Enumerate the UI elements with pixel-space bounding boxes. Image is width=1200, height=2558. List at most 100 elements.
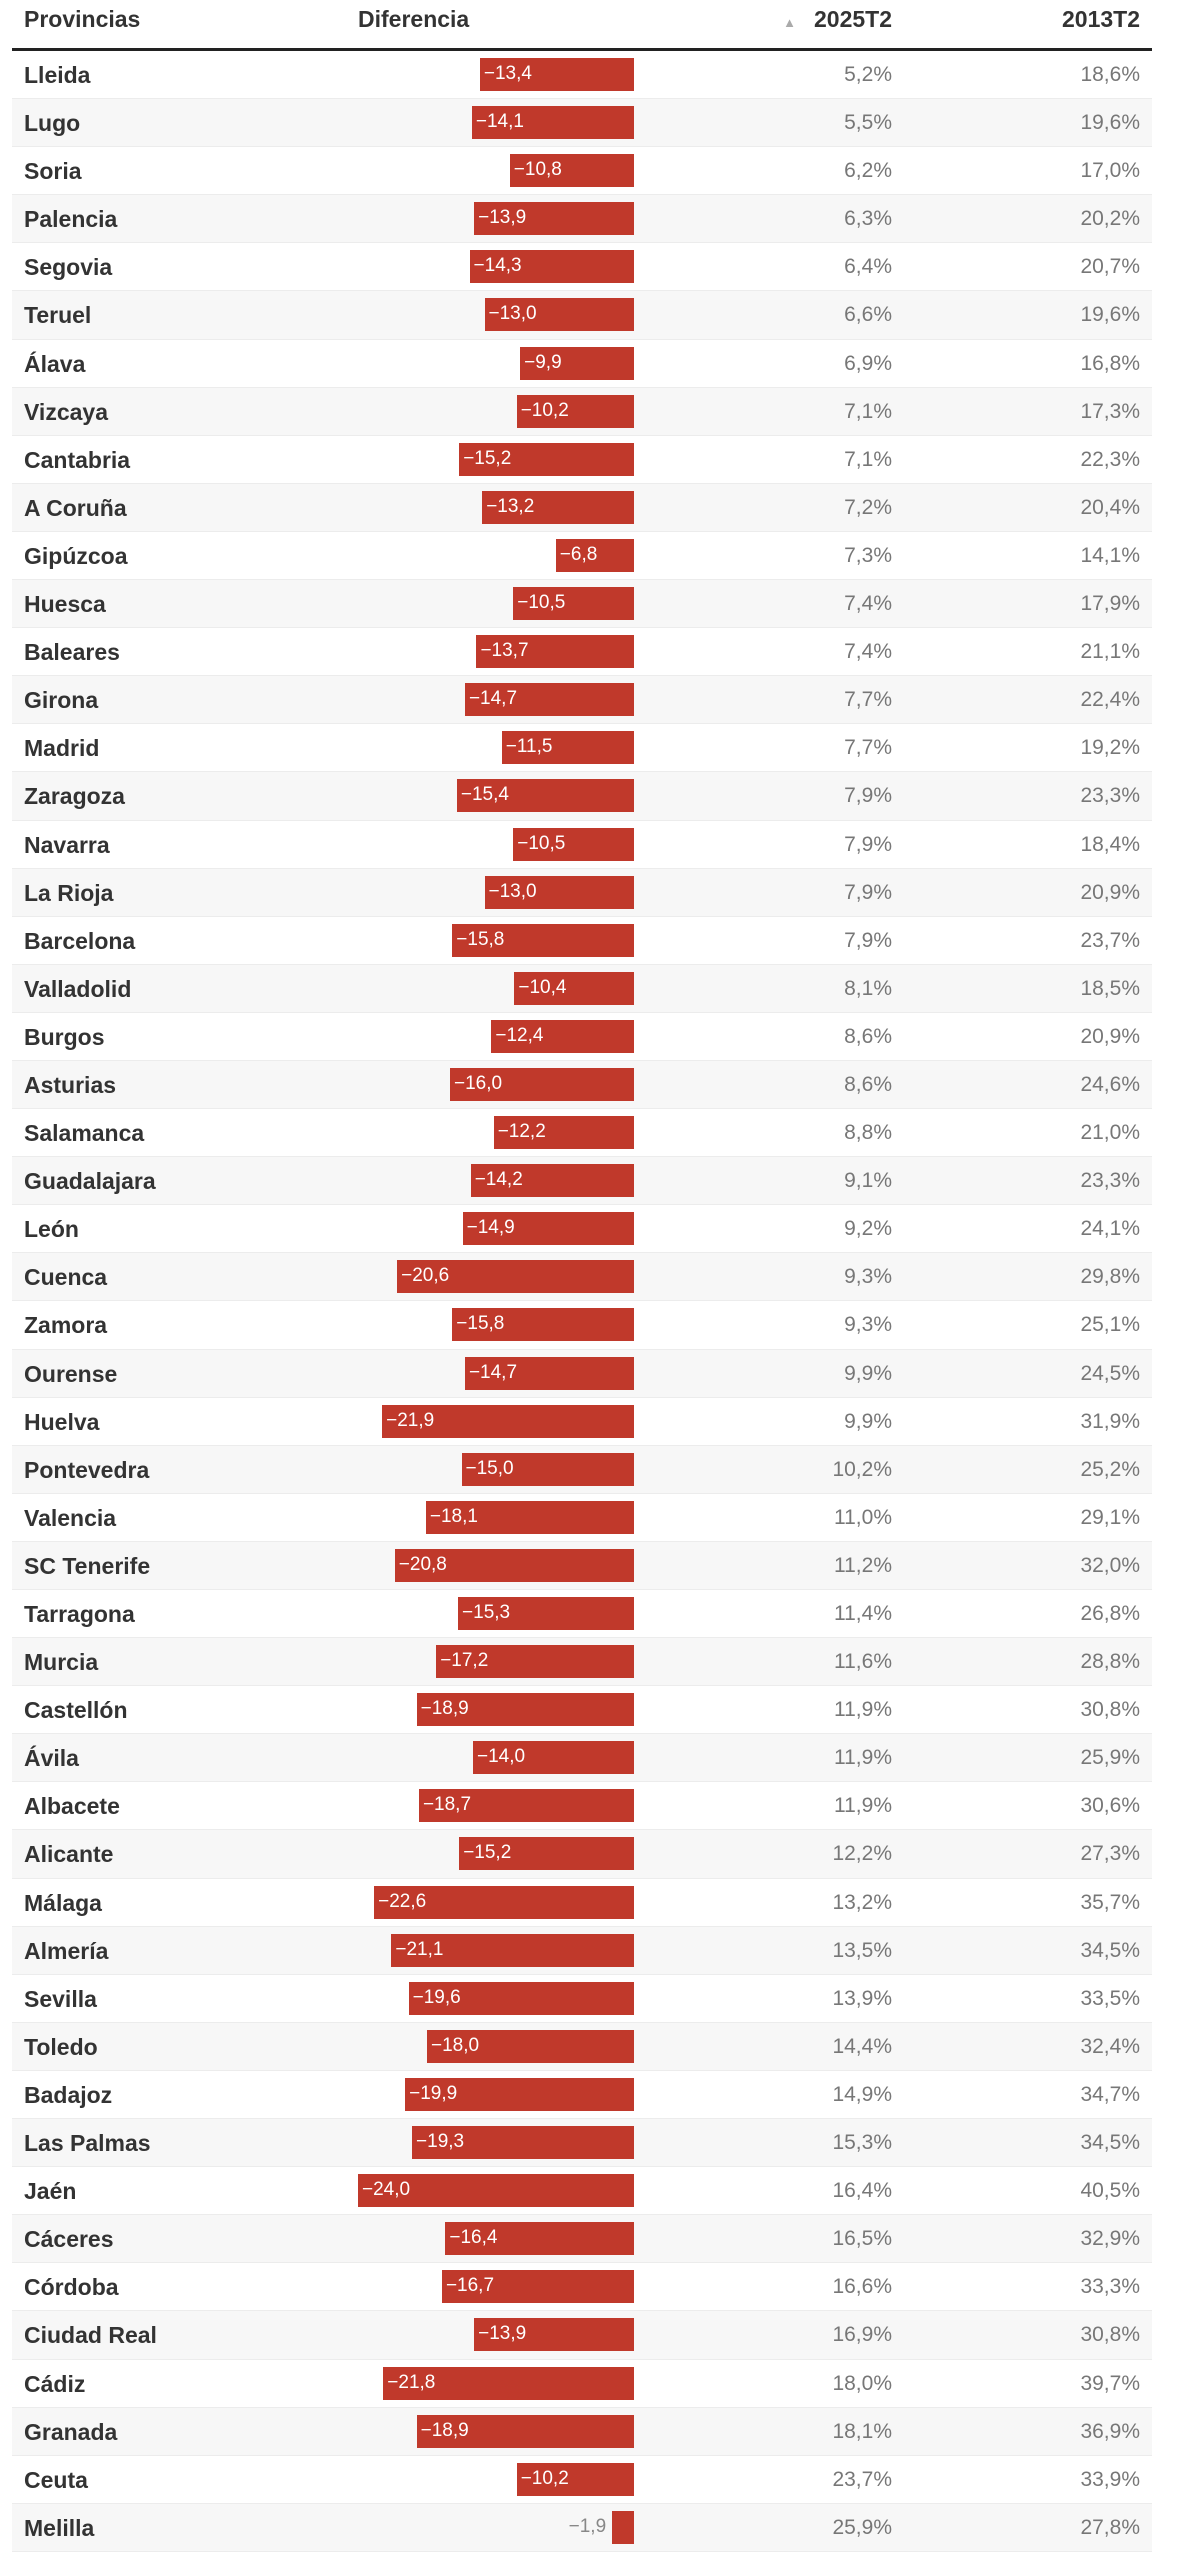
table-row: Palencia −13,9 6,3% 20,2%: [12, 195, 1152, 244]
header-provincias[interactable]: Provincias: [24, 6, 141, 32]
province-name: Tarragona: [24, 1601, 135, 1627]
sort-up-icon[interactable]: ▲: [783, 15, 796, 30]
value-2013t2: 39,7%: [1080, 2371, 1140, 2395]
difference-bar: [412, 2126, 634, 2160]
difference-bar: [476, 635, 634, 669]
header-diferencia[interactable]: Diferencia: [358, 6, 470, 32]
table-row: León −14,9 9,2% 24,1%: [12, 1205, 1152, 1254]
difference-label: −1,9: [568, 2515, 607, 2537]
table-row: Ciudad Real −13,9 16,9% 30,8%: [12, 2311, 1152, 2360]
province-name: Ourense: [24, 1360, 118, 1387]
value-2025t2: 5,2%: [844, 63, 892, 86]
value-2025t2: 13,5%: [832, 1938, 892, 1962]
province-name: Granada: [24, 2418, 118, 2445]
value-2025t2: 8,6%: [844, 1024, 892, 1048]
difference-bar: [391, 1933, 634, 1967]
difference-bar: [425, 1500, 634, 1534]
table-row: Badajoz −19,9 14,9% 34,7%: [12, 2071, 1152, 2120]
province-name: Ávila: [24, 1745, 79, 1772]
difference-label: −19,3: [416, 2131, 465, 2153]
difference-label: −15,2: [463, 447, 512, 469]
difference-bar: [514, 971, 634, 1005]
table-row: Las Palmas −19,3 15,3% 34,5%: [12, 2119, 1152, 2168]
difference-bar: [464, 1356, 634, 1390]
difference-bar: [461, 1452, 634, 1486]
difference-bar: [474, 202, 634, 236]
difference-bar: [479, 58, 634, 91]
value-2025t2: 23,7%: [832, 2467, 892, 2491]
province-name: Ciudad Real: [24, 2322, 157, 2349]
difference-bar: [612, 2510, 634, 2544]
value-2025t2: 6,9%: [844, 351, 892, 375]
difference-bar: [458, 1597, 634, 1630]
difference-label: −15,2: [463, 1842, 512, 1864]
province-name: La Rioja: [24, 879, 114, 906]
table-row: Asturias −16,0 8,6% 24,6%: [12, 1060, 1152, 1110]
table-row: Zamora −15,8 9,3% 25,1%: [12, 1301, 1152, 1350]
difference-bar: [450, 1067, 634, 1101]
value-2025t2: 25,9%: [832, 2515, 892, 2539]
difference-label: −21,1: [395, 1938, 444, 1960]
header-2025t2[interactable]: 2025T2: [813, 6, 892, 32]
value-2013t2: 32,0%: [1080, 1553, 1140, 1577]
difference-bar: [555, 538, 634, 572]
province-name: Málaga: [24, 1889, 102, 1916]
difference-bar: [452, 1308, 634, 1342]
table-row: Murcia −17,2 11,6% 28,8%: [12, 1638, 1152, 1687]
difference-label: −10,5: [517, 832, 566, 854]
difference-label: −11,5: [505, 736, 553, 758]
difference-label: −13,2: [486, 495, 535, 517]
value-2025t2: 11,0%: [834, 1505, 892, 1529]
value-2025t2: 6,2%: [844, 159, 892, 183]
difference-label: −14,3: [473, 255, 522, 277]
value-2013t2: 25,2%: [1080, 1457, 1140, 1481]
table-row: Barcelona −15,8 7,9% 23,7%: [12, 917, 1152, 965]
province-name: Burgos: [24, 1023, 105, 1050]
value-2025t2: 15,3%: [832, 2131, 892, 2155]
value-2013t2: 26,8%: [1080, 1602, 1140, 1625]
province-name: Albacete: [24, 1793, 120, 1820]
value-2013t2: 22,4%: [1080, 688, 1140, 712]
difference-label: −14,2: [474, 1169, 523, 1191]
province-name: Palencia: [24, 206, 118, 233]
difference-label: −19,9: [409, 2082, 458, 2104]
value-2025t2: 7,9%: [844, 880, 892, 904]
value-2025t2: 7,2%: [844, 495, 892, 519]
value-2013t2: 29,1%: [1080, 1505, 1140, 1529]
table-row: Lleida −13,4 5,2% 18,6%: [12, 51, 1152, 100]
table-row: Segovia −14,3 6,4% 20,7%: [12, 243, 1152, 292]
difference-bar: [418, 1789, 634, 1823]
difference-label: −21,9: [386, 1409, 435, 1431]
table-row: Álava −9,9 6,9% 16,8%: [12, 340, 1152, 388]
value-2025t2: 16,9%: [832, 2323, 892, 2347]
difference-bar: [436, 1645, 634, 1679]
value-2025t2: 8,8%: [844, 1121, 892, 1145]
value-2013t2: 34,7%: [1080, 2082, 1140, 2106]
value-2025t2: 7,1%: [844, 447, 892, 471]
province-name: Teruel: [24, 302, 92, 329]
table-row: Gipúzcoa −6,8 7,3% 14,1%: [12, 532, 1152, 581]
difference-bar: [374, 1885, 634, 1919]
value-2025t2: 14,9%: [832, 2082, 892, 2106]
table-row: Almería −21,1 13,5% 34,5%: [12, 1926, 1152, 1975]
difference-bar: [456, 779, 634, 813]
difference-label: −22,6: [378, 1890, 427, 1912]
value-2013t2: 17,3%: [1080, 399, 1140, 423]
value-2013t2: 25,1%: [1080, 1313, 1140, 1337]
province-name: Alicante: [24, 1841, 114, 1868]
table-row: Salamanca −12,2 8,8% 21,0%: [12, 1109, 1152, 1158]
value-2013t2: 30,8%: [1080, 1698, 1140, 1722]
difference-label: −15,8: [456, 1313, 505, 1335]
value-2013t2: 17,9%: [1080, 592, 1140, 616]
difference-bar: [464, 683, 634, 717]
province-name: SC Tenerife: [24, 1552, 151, 1579]
value-2013t2: 28,8%: [1080, 1650, 1140, 1674]
value-2025t2: 12,2%: [832, 1842, 892, 1866]
value-2013t2: 31,9%: [1080, 1409, 1140, 1433]
difference-bar: [394, 1548, 634, 1582]
province-name: Huelva: [24, 1408, 100, 1435]
header-2013t2[interactable]: 2013T2: [1061, 6, 1140, 32]
difference-bar: [445, 2222, 634, 2256]
value-2013t2: 34,5%: [1080, 2131, 1140, 2155]
difference-label: −18,9: [420, 2419, 469, 2441]
